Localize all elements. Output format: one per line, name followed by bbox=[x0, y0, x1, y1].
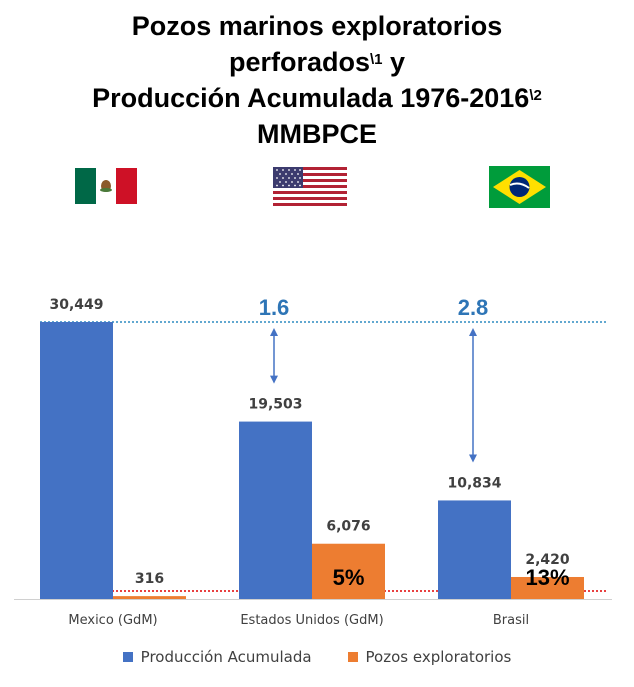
ratio-arrow-up-1 bbox=[270, 328, 278, 336]
percentage-label-2: 13% bbox=[525, 565, 569, 590]
legend-swatch-produccion bbox=[122, 652, 133, 662]
bar-chart: 30,449 316 Mexico (GdM) 19,503 6,076 Estados … bbox=[14, 295, 612, 628]
legend-swatch-pozos bbox=[347, 652, 358, 662]
brazil-flag-icon bbox=[489, 166, 550, 208]
title-footnote-1: \1 bbox=[369, 51, 383, 68]
data-label-produccion-0: 30,449 bbox=[49, 297, 103, 313]
mexico-flag-icon bbox=[75, 168, 137, 204]
data-label-produccion-1: 19,503 bbox=[248, 397, 302, 413]
ratio-label-1: 1.6 bbox=[259, 295, 290, 320]
bar-pozos-1 bbox=[312, 543, 385, 599]
title-line-2-suffix: y bbox=[382, 47, 406, 77]
percentage-label-1: 5% bbox=[333, 565, 365, 590]
data-label-pozos-2: 2,420 bbox=[525, 552, 570, 568]
legend-item-produccion: Producción Acumulada bbox=[122, 648, 312, 666]
ratio-arrow-up-2 bbox=[469, 328, 477, 336]
bar-pozos-2 bbox=[511, 576, 584, 599]
bar-pozos-0 bbox=[113, 596, 186, 599]
legend-label-produccion: Producción Acumulada bbox=[140, 648, 312, 666]
bar-produccion-0 bbox=[40, 322, 113, 599]
chart-title: Pozos marinos exploratorios perforados\1… bbox=[0, 8, 634, 152]
title-line-2: perforados\1 y bbox=[0, 44, 634, 80]
title-line-3-text: Producción Acumulada 1976-2016 bbox=[92, 83, 530, 113]
legend-item-pozos: Pozos exploratorios bbox=[347, 648, 512, 666]
title-line-3: Producción Acumulada 1976-2016\2 bbox=[0, 80, 634, 116]
category-label-0: Mexico (GdM) bbox=[68, 613, 157, 628]
data-label-produccion-2: 10,834 bbox=[447, 475, 501, 491]
title-line-2-text: perforados bbox=[228, 47, 370, 77]
ratio-label-2: 2.8 bbox=[458, 295, 489, 320]
bar-produccion-2 bbox=[438, 500, 511, 599]
usa-flag-icon bbox=[273, 167, 347, 206]
ratio-arrow-down-2 bbox=[469, 454, 477, 463]
category-label-1: Estados Unidos (GdM) bbox=[240, 613, 383, 628]
category-label-2: Brasil bbox=[493, 613, 529, 628]
chart-legend: Producción Acumulada Pozos exploratorios bbox=[0, 648, 634, 666]
data-label-pozos-1: 6,076 bbox=[326, 519, 370, 535]
title-line-4: MMBPCE bbox=[257, 119, 377, 149]
legend-label-pozos: Pozos exploratorios bbox=[365, 648, 512, 666]
title-line-1: Pozos marinos exploratorios bbox=[131, 11, 503, 41]
data-label-pozos-0: 316 bbox=[135, 571, 164, 587]
ratio-arrow-down-1 bbox=[270, 375, 278, 384]
bar-produccion-1 bbox=[239, 421, 312, 599]
title-footnote-2: \2 bbox=[529, 87, 542, 104]
